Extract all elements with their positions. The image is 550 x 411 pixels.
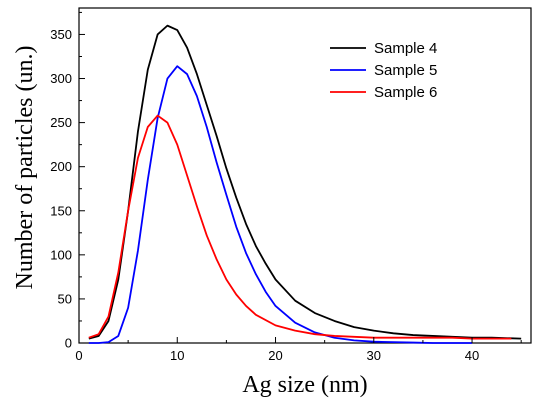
x-tick-label: 10 bbox=[170, 348, 184, 363]
plot-border bbox=[78, 7, 532, 344]
y-tick-label: 250 bbox=[50, 115, 72, 130]
series-line-1 bbox=[88, 24, 522, 340]
y-tick-label: 150 bbox=[50, 203, 72, 218]
legend-label-3: Sample 6 bbox=[374, 84, 437, 101]
legend-label-1: Sample 4 bbox=[374, 40, 437, 57]
series-line-2 bbox=[88, 65, 473, 344]
x-axis-title: Ag size (nm) bbox=[242, 372, 367, 398]
y-tick-label: 200 bbox=[50, 159, 72, 174]
legend: Sample 4 Sample 5 Sample 6 bbox=[330, 40, 437, 101]
y-tick-label: 0 bbox=[65, 336, 72, 351]
axes-layer: 0 10 20 30 40 0 50 100 150 200 250 300 350 bbox=[50, 11, 522, 363]
y-tick-label: 50 bbox=[58, 291, 72, 306]
series-layer bbox=[88, 24, 522, 344]
plot-frame bbox=[78, 7, 532, 344]
x-tick-label: 30 bbox=[367, 348, 381, 363]
y-axis-title: Number of particles (un.) bbox=[12, 46, 38, 290]
y-tick-label: 300 bbox=[50, 71, 72, 86]
x-tick-label: 40 bbox=[465, 348, 479, 363]
x-tick-label: 0 bbox=[75, 348, 82, 363]
x-tick-label: 20 bbox=[268, 348, 282, 363]
legend-label-2: Sample 5 bbox=[374, 62, 437, 79]
y-tick-label: 100 bbox=[50, 247, 72, 262]
series-line-3 bbox=[88, 114, 512, 340]
y-tick-label: 350 bbox=[50, 27, 72, 42]
